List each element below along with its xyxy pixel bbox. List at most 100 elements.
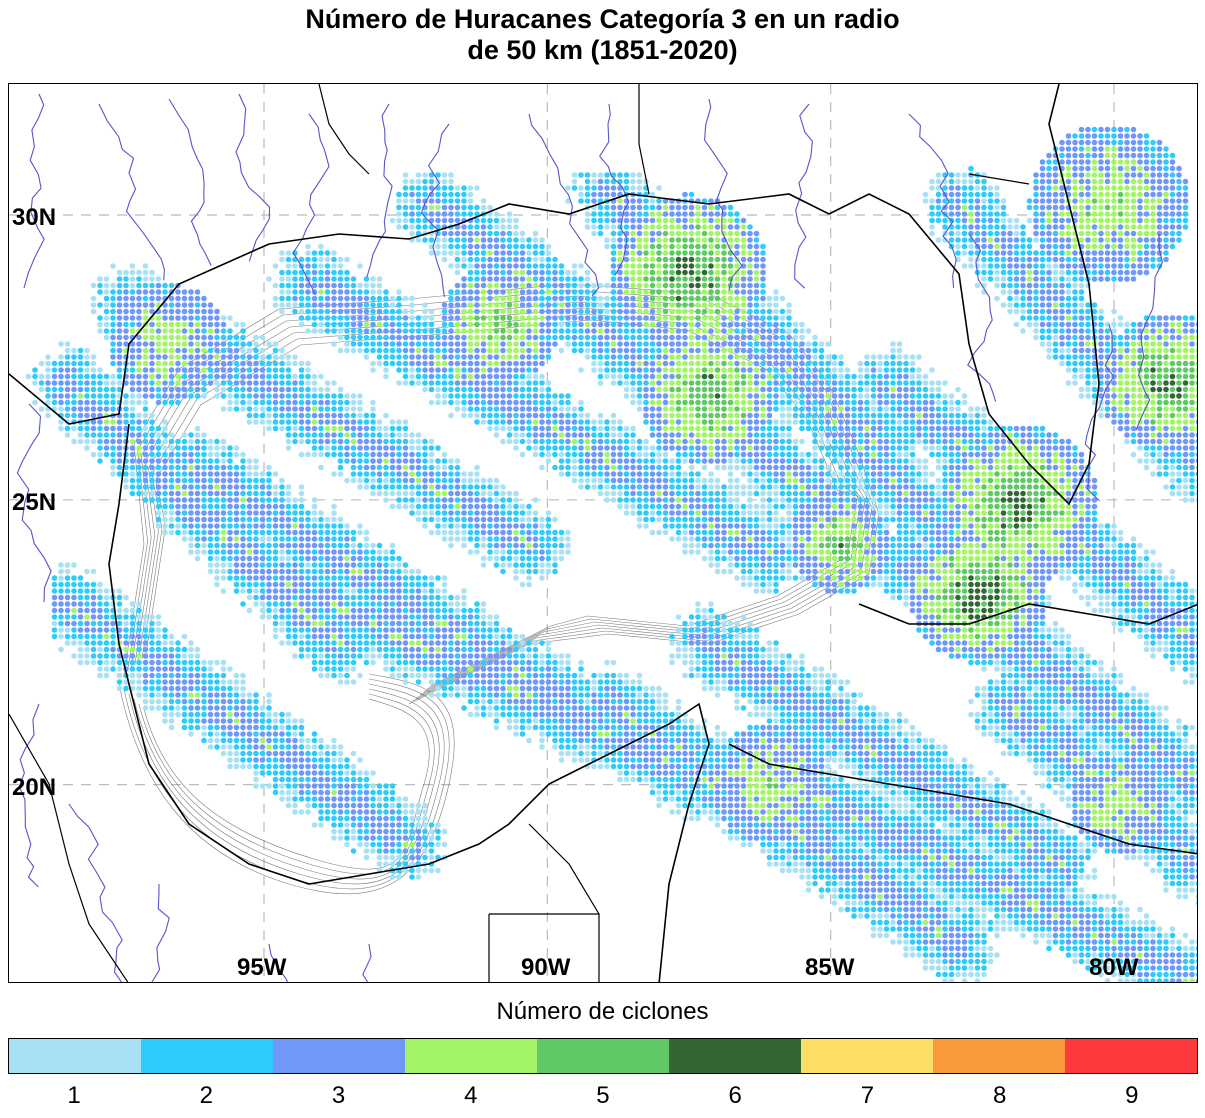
count-dot xyxy=(246,347,253,354)
count-dot xyxy=(812,393,818,399)
count-dot xyxy=(1091,263,1098,269)
count-dot xyxy=(357,315,363,321)
count-dot xyxy=(461,315,467,321)
count-dot xyxy=(831,399,838,406)
count-dot xyxy=(799,386,805,393)
count-dot xyxy=(51,386,58,393)
count-dot xyxy=(662,276,669,282)
count-dot xyxy=(1111,256,1117,263)
count-dot xyxy=(688,204,695,211)
count-dot xyxy=(129,263,136,269)
count-dot xyxy=(233,367,240,373)
count-dot xyxy=(721,451,727,458)
count-dot xyxy=(1065,230,1072,237)
count-dot xyxy=(519,295,526,302)
count-dot xyxy=(272,386,279,393)
count-dot xyxy=(116,367,123,373)
count-dot xyxy=(1124,367,1130,373)
count-dot xyxy=(311,406,318,412)
count-dot xyxy=(318,328,324,334)
count-dot xyxy=(740,445,747,451)
count-dot xyxy=(1046,341,1052,347)
count-dot xyxy=(435,191,441,198)
count-dot xyxy=(1124,425,1130,432)
count-dot xyxy=(1163,367,1169,373)
count-dot xyxy=(292,432,298,438)
count-dot xyxy=(1130,139,1137,146)
count-dot xyxy=(1065,237,1072,243)
count-dot xyxy=(1130,133,1137,139)
count-dot xyxy=(110,445,116,451)
count-dot xyxy=(214,347,220,354)
count-dot xyxy=(578,399,584,406)
count-dot xyxy=(1150,393,1156,399)
count-dot xyxy=(357,282,363,289)
count-dot xyxy=(1007,302,1013,308)
count-dot xyxy=(714,347,721,354)
count-dot xyxy=(877,360,883,367)
count-dot xyxy=(662,412,669,419)
count-dot xyxy=(526,347,532,354)
count-dot xyxy=(1176,367,1182,373)
count-dot xyxy=(760,419,766,425)
count-dot xyxy=(584,412,591,419)
count-dot xyxy=(584,328,591,334)
count-dot xyxy=(500,321,506,328)
count-dot xyxy=(467,380,474,386)
count-dot xyxy=(116,302,123,308)
count-dot xyxy=(454,263,461,269)
count-dot xyxy=(753,432,760,438)
count-dot xyxy=(805,412,812,419)
count-dot xyxy=(1046,328,1052,334)
count-dot xyxy=(519,321,526,328)
count-dot xyxy=(701,224,708,230)
count-dot xyxy=(708,380,714,386)
count-dot xyxy=(1020,282,1026,289)
count-dot xyxy=(955,204,961,211)
count-dot xyxy=(1052,159,1059,165)
count-dot xyxy=(597,315,604,321)
count-dot xyxy=(181,380,188,386)
count-dot xyxy=(558,289,565,295)
count-dot xyxy=(701,302,708,308)
count-dot xyxy=(1085,308,1091,315)
count-dot xyxy=(636,328,643,334)
count-dot xyxy=(1111,269,1117,276)
count-dot xyxy=(1052,185,1059,191)
count-dot xyxy=(435,458,441,464)
count-dot xyxy=(669,211,675,217)
count-dot xyxy=(396,204,402,211)
count-dot xyxy=(974,419,981,425)
count-dot xyxy=(909,360,916,367)
count-dot xyxy=(461,224,467,230)
count-dot xyxy=(168,347,175,354)
count-dot xyxy=(1137,393,1143,399)
count-dot xyxy=(1156,172,1163,178)
count-dot xyxy=(812,458,818,464)
count-dot xyxy=(149,393,155,399)
count-dot xyxy=(123,328,129,334)
count-dot xyxy=(1085,341,1091,347)
count-dot xyxy=(1007,282,1013,289)
count-dot xyxy=(1169,243,1176,250)
count-dot xyxy=(155,425,162,432)
count-dot xyxy=(1072,321,1078,328)
count-dot xyxy=(552,256,558,263)
count-dot xyxy=(493,315,500,321)
count-dot xyxy=(909,354,916,360)
count-dot xyxy=(636,256,643,263)
count-dot xyxy=(1098,347,1104,354)
count-dot xyxy=(669,334,675,341)
count-dot xyxy=(552,276,558,282)
count-dot xyxy=(740,373,747,380)
count-dot xyxy=(1163,438,1169,445)
count-dot xyxy=(773,458,779,464)
count-dot xyxy=(207,354,214,360)
count-dot xyxy=(955,224,961,230)
count-dot xyxy=(727,237,734,243)
count-dot xyxy=(214,354,220,360)
count-dot xyxy=(233,445,240,451)
count-dot xyxy=(500,263,506,269)
count-dot xyxy=(493,334,500,341)
count-dot xyxy=(1143,159,1150,165)
